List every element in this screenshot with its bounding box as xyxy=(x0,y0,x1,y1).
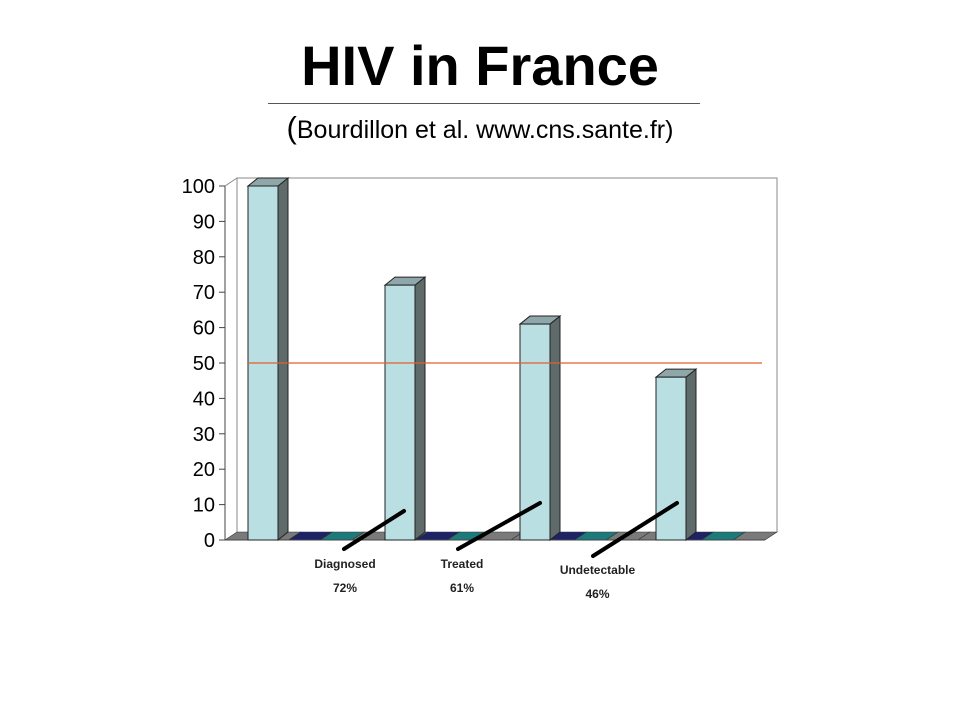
annotation-undetectable: Undetectable 46% xyxy=(550,563,645,601)
bar xyxy=(384,284,416,541)
y-tick-label: 50 xyxy=(193,353,215,375)
y-tick-label: 40 xyxy=(193,388,215,410)
annotation-treated-label: Treated xyxy=(440,557,484,571)
y-tick-label: 0 xyxy=(204,530,215,552)
annotation-diagnosed-label: Diagnosed xyxy=(314,557,376,571)
y-tick-label: 90 xyxy=(193,211,215,233)
annotation-pointer xyxy=(591,501,679,558)
y-tick-label: 30 xyxy=(193,424,215,446)
chart-back-wall xyxy=(236,177,778,532)
subtitle-open-paren: ( xyxy=(286,110,297,145)
y-tick-label: 10 xyxy=(193,495,215,517)
title-underline xyxy=(268,103,700,104)
annotation-treated-value: 61% xyxy=(449,581,475,595)
annotation-pointer xyxy=(456,501,542,551)
y-tick-label: 60 xyxy=(193,318,215,340)
annotation-diagnosed: Diagnosed 72% xyxy=(305,557,385,595)
subtitle-close-paren: ) xyxy=(665,116,674,144)
y-tick-label: 70 xyxy=(193,282,215,304)
annotation-undetectable-label: Undetectable xyxy=(559,563,636,577)
bar-side xyxy=(685,368,697,542)
subtitle-citation: Bourdillon et al. www.cns.sante.fr xyxy=(296,116,666,144)
annotation-pointer xyxy=(342,509,406,551)
annotation-treated: Treated 61% xyxy=(422,557,502,595)
bar-side xyxy=(549,315,561,542)
annotation-diagnosed-value: 72% xyxy=(332,581,358,595)
page-subtitle: (Bourdillon et al. www.cns.sante.fr) xyxy=(0,110,960,146)
bar-side xyxy=(414,276,426,542)
bar-side xyxy=(277,176,289,542)
y-tick-label: 20 xyxy=(193,459,215,481)
page-title: HIV in France xyxy=(301,34,659,97)
annotation-undetectable-value: 46% xyxy=(585,587,610,601)
y-tick-label: 100 xyxy=(182,176,215,198)
y-axis-top-edge xyxy=(224,177,238,187)
y-tick-label: 80 xyxy=(193,247,215,269)
